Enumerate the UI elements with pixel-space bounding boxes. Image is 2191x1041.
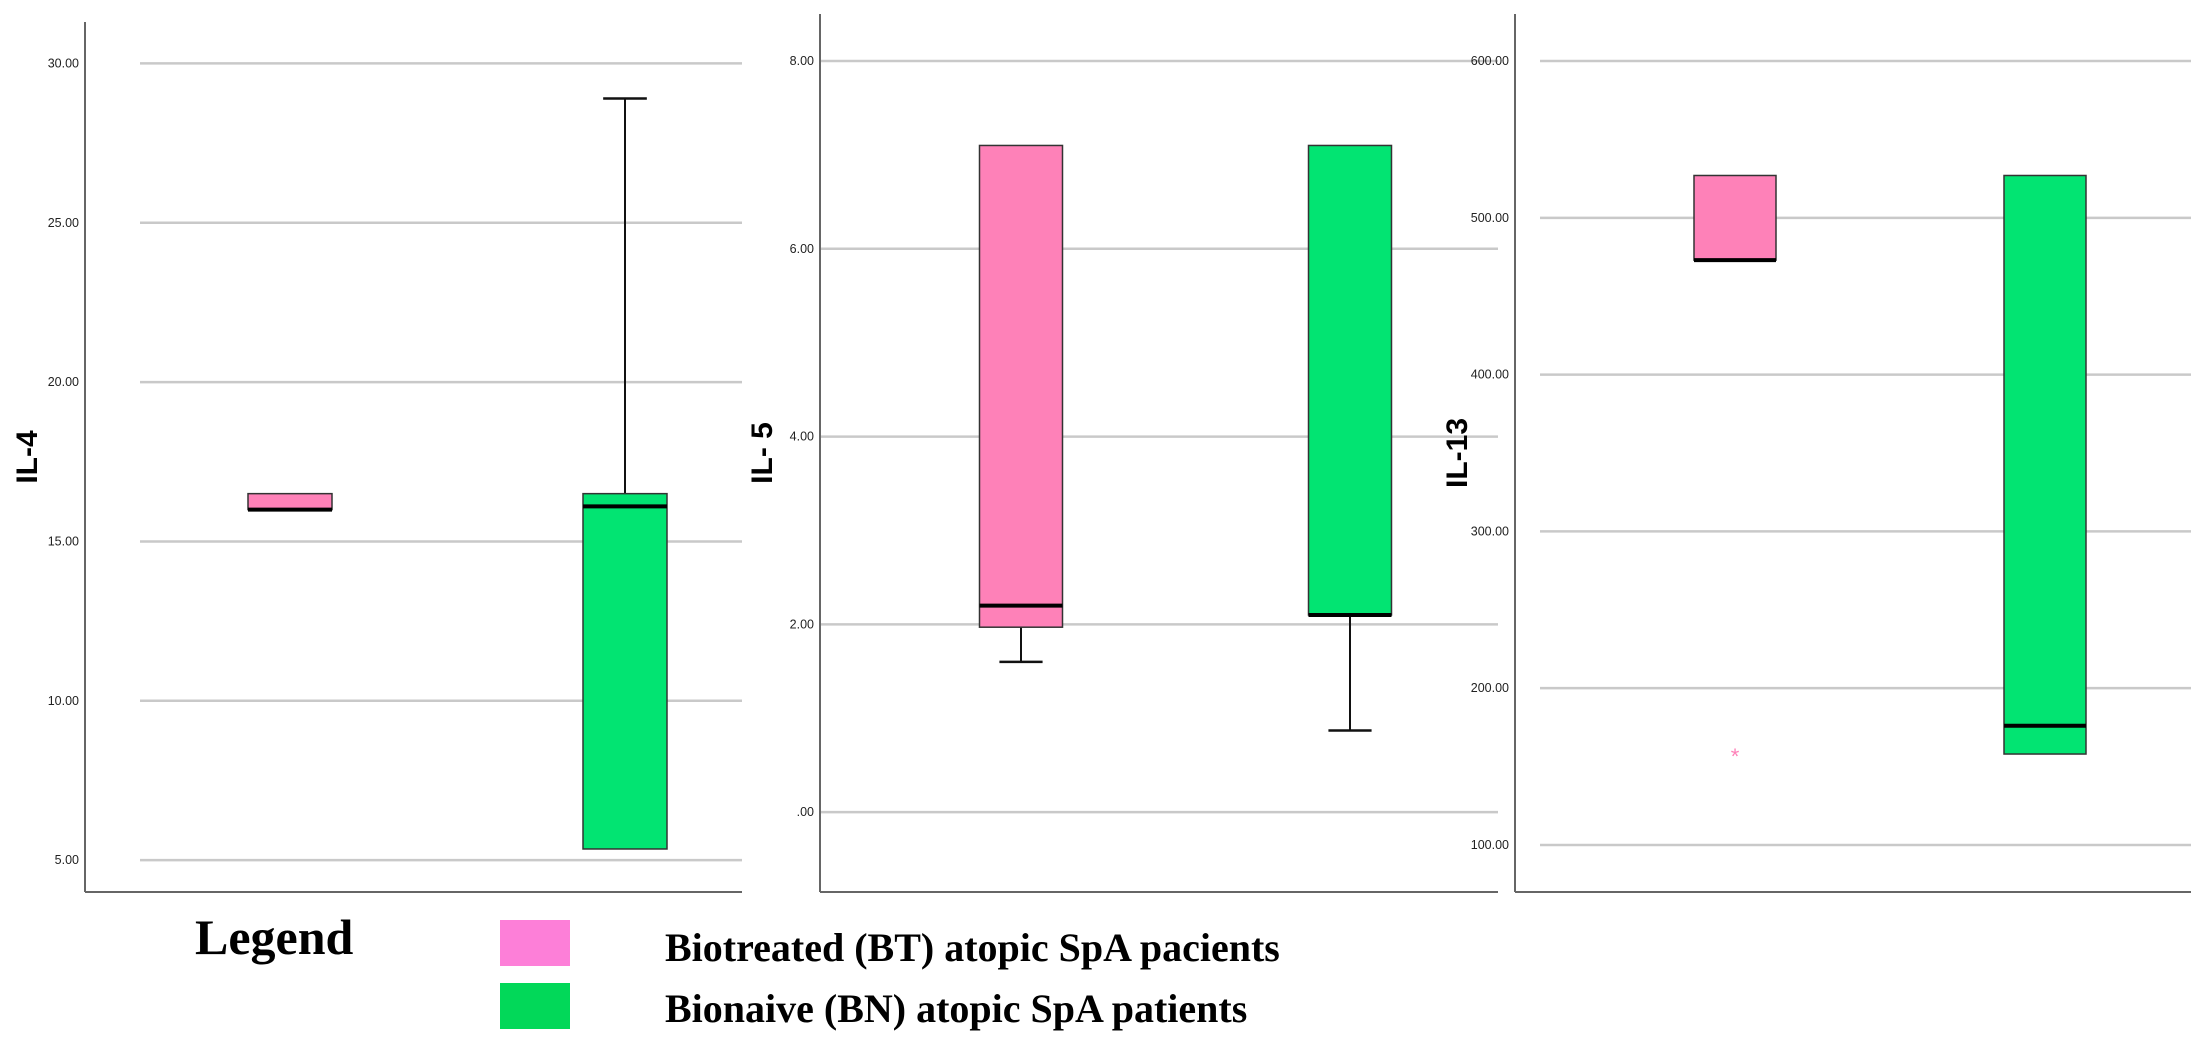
chart-2-tick-label: 2.00	[790, 617, 814, 631]
chart-3-biotreated-box	[1693, 174, 1777, 261]
chart-3-y-axis-label: IL-13	[1441, 418, 1474, 488]
chart-1-bionaive-box	[582, 492, 668, 850]
chart-3-bionaive-box	[2003, 174, 2087, 755]
chart-1-tick-label: 5.00	[55, 853, 79, 867]
chart-2-biotreated-box	[978, 144, 1064, 628]
chart-2-tick-label: .00	[797, 805, 814, 819]
chart-1-tick-label: 15.00	[48, 534, 79, 548]
chart-3-biotreated-outlier: *	[1731, 744, 1740, 769]
chart-3-tick-label: 100.00	[1471, 838, 1509, 852]
chart-3-tick-label: 400.00	[1471, 368, 1509, 382]
chart-1-tick-label: 25.00	[48, 216, 79, 230]
chart-1-y-axis-label: IL-4	[11, 430, 44, 484]
chart-2-tick-label: 6.00	[790, 242, 814, 256]
chart-2-tick-label: 8.00	[790, 54, 814, 68]
chart-1-tick-label: 10.00	[48, 694, 79, 708]
chart-3-tick-label: 200.00	[1471, 681, 1509, 695]
legend-label-biotreated: Biotreated (BT) atopic SpA pacients	[665, 925, 1280, 970]
chart-2-y-axis-label: IL- 5	[746, 422, 779, 484]
chart-1-tick-label: 20.00	[48, 375, 79, 389]
chart-1-biotreated-box	[247, 492, 333, 511]
chart-1-tick-label: 30.00	[48, 56, 79, 70]
chart-3-tick-label: 300.00	[1471, 524, 1509, 538]
legend-swatch-bionaive	[500, 983, 570, 1029]
legend-title: Legend	[195, 909, 354, 965]
chart-2-bionaive-box	[1307, 144, 1393, 616]
chart-3-tick-label: 500.00	[1471, 211, 1509, 225]
legend-swatch-biotreated	[500, 920, 570, 966]
legend-label-bionaive: Bionaive (BN) atopic SpA patients	[665, 986, 1248, 1031]
chart-3-tick-label: 600.00	[1471, 54, 1509, 68]
chart-2-tick-label: 4.00	[790, 430, 814, 444]
